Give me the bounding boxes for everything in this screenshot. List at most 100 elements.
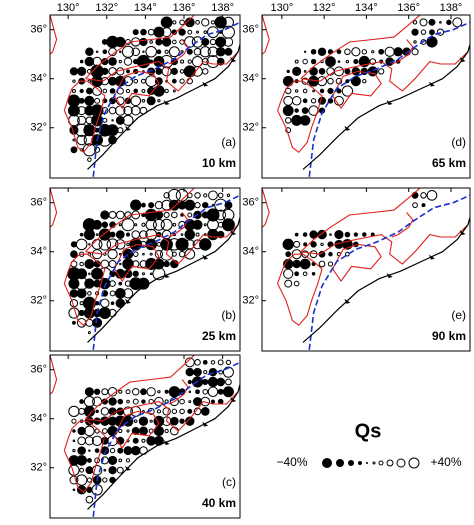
- anomaly-circle: [100, 407, 110, 416]
- map-panel: (d) 65 km 32° 34° 36° 130° 132° 134° 136° 138°: [242, 2, 471, 179]
- anomaly-circle: [77, 115, 87, 126]
- anomaly-circle: [161, 66, 172, 77]
- anomaly-circle: [203, 370, 208, 375]
- anomaly-circle: [329, 233, 332, 236]
- map-panel: (b) 25 km 32° 34° 36°: [30, 187, 241, 352]
- anomaly-circle: [175, 237, 189, 251]
- trench-tooth: [230, 230, 237, 236]
- anomaly-circle: [84, 387, 94, 397]
- anomaly-circle: [101, 428, 108, 434]
- anomaly-circle: [125, 389, 131, 395]
- anomaly-circle: [118, 458, 123, 463]
- trench-tooth: [125, 465, 132, 471]
- trench-tooth: [202, 421, 209, 427]
- anomaly-circle: [108, 57, 117, 66]
- anomaly-circle: [285, 251, 292, 258]
- anomaly-circle: [149, 40, 153, 44]
- anomaly-circle: [412, 20, 418, 25]
- anomaly-circle: [87, 331, 91, 335]
- anomaly-circle: [76, 288, 87, 299]
- anomaly-circle: [163, 192, 170, 199]
- anomaly-circle: [436, 28, 445, 36]
- anomaly-circle: [154, 249, 164, 259]
- anomaly-circle: [131, 47, 141, 57]
- anomaly-circle: [72, 138, 76, 142]
- anomaly-circle: [214, 16, 227, 29]
- anomaly-circle: [184, 17, 195, 28]
- anomaly-circle: [299, 115, 311, 126]
- anomaly-circle: [107, 249, 118, 260]
- lat-tick-label: 36°: [30, 364, 47, 376]
- anomaly-circle: [164, 49, 169, 54]
- anomaly-circle: [362, 78, 367, 84]
- anomaly-circle: [188, 390, 192, 394]
- anomaly-circle: [160, 218, 173, 231]
- anomaly-circle: [344, 48, 351, 56]
- anomaly-circle: [200, 396, 211, 407]
- anomaly-circle: [353, 232, 359, 237]
- panel-depth: 90 km: [432, 329, 466, 343]
- anomaly-circle: [78, 97, 85, 104]
- anomaly-circle: [77, 426, 86, 436]
- anomaly-circle: [79, 399, 85, 404]
- anomaly-circle: [131, 388, 140, 396]
- coastline: [63, 80, 106, 154]
- anomaly-circle: [126, 69, 130, 74]
- coastline: [63, 420, 106, 494]
- anomaly-circle: [84, 95, 95, 106]
- coastline: [300, 224, 469, 265]
- trench-tooth: [428, 254, 435, 260]
- anomaly-circle: [429, 29, 435, 36]
- anomaly-circle: [115, 36, 126, 48]
- legend-min-label: −40%: [276, 455, 307, 469]
- trench-tooth: [202, 81, 209, 87]
- anomaly-circle: [118, 389, 123, 394]
- map-content: [50, 188, 240, 350]
- anomaly-circle: [378, 68, 385, 75]
- anomaly-circle: [94, 97, 101, 104]
- map-content: [262, 15, 470, 177]
- anomaly-circle: [215, 47, 226, 57]
- anomaly-circle: [119, 262, 122, 266]
- anomaly-circle: [184, 199, 196, 211]
- anomaly-circle: [68, 405, 80, 418]
- anomaly-circle: [282, 105, 294, 117]
- anomaly-circle: [202, 388, 209, 395]
- anomaly-circle: [420, 192, 427, 199]
- anomaly-circle: [186, 48, 193, 55]
- coastline: [50, 15, 58, 55]
- anomaly-circle: [140, 388, 147, 396]
- anomaly-circle: [207, 376, 219, 388]
- anomaly-circle: [328, 251, 333, 257]
- anomaly-circle: [134, 223, 138, 227]
- anomaly-circle: [215, 209, 227, 221]
- anomaly-circle: [132, 251, 139, 257]
- anomaly-circle: [109, 280, 116, 287]
- anomaly-circle: [421, 203, 426, 208]
- anomaly-circle: [152, 218, 165, 231]
- coastline: [300, 188, 421, 253]
- anomaly-circle: [101, 388, 109, 396]
- panel-label: (c): [222, 475, 236, 489]
- anomaly-circle: [115, 210, 125, 220]
- anomaly-circle: [172, 89, 176, 93]
- anomaly-circle: [350, 76, 361, 87]
- anomaly-circle: [131, 230, 141, 239]
- anomaly-circle: [110, 301, 115, 306]
- anomaly-circle: [79, 467, 85, 473]
- anomaly-circle: [192, 219, 203, 230]
- anomaly-circle: [86, 477, 93, 483]
- anomaly-circle: [107, 455, 118, 465]
- anomaly-circle: [125, 88, 131, 94]
- anomaly-circle: [146, 96, 156, 106]
- trench-tooth: [459, 230, 466, 236]
- trench-tooth: [344, 298, 351, 304]
- coastline: [85, 188, 196, 253]
- anomaly-circle: [224, 47, 233, 56]
- anomaly-circle: [85, 495, 94, 504]
- anomaly-circle: [67, 94, 81, 108]
- anomaly-circle: [118, 223, 122, 227]
- coastline: [114, 70, 160, 110]
- anomaly-circle: [303, 50, 307, 53]
- anomaly-circle: [199, 46, 211, 58]
